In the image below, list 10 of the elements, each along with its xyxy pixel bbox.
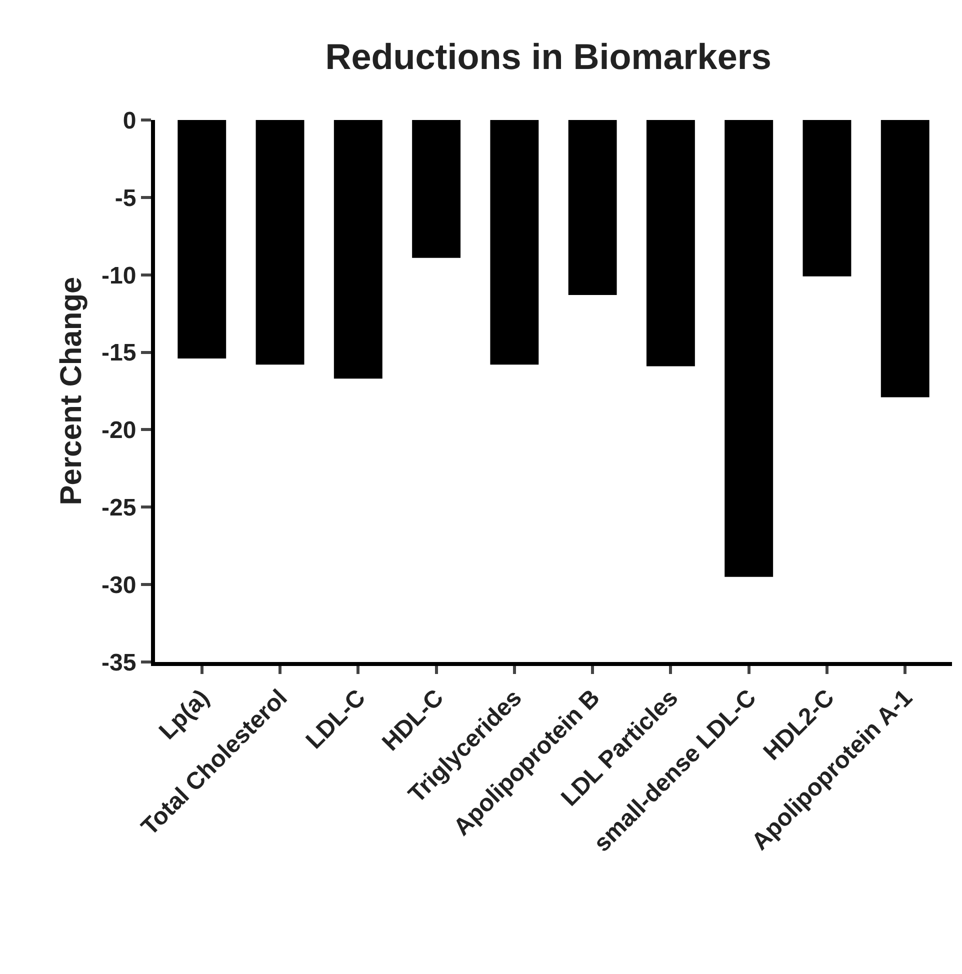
y-tick-label: -25 bbox=[102, 494, 136, 522]
chart-title: Reductions in Biomarkers bbox=[325, 36, 772, 78]
y-tick-label: -20 bbox=[102, 417, 136, 444]
y-tick-label: -5 bbox=[114, 184, 136, 212]
y-axis-title: Percent Change bbox=[55, 276, 88, 506]
y-tick-label: -30 bbox=[102, 572, 136, 599]
y-tick-label: 0 bbox=[122, 107, 136, 134]
y-tick-label: -15 bbox=[102, 340, 136, 367]
y-tick-label: -35 bbox=[102, 649, 136, 676]
y-tick-label: -10 bbox=[102, 262, 136, 290]
